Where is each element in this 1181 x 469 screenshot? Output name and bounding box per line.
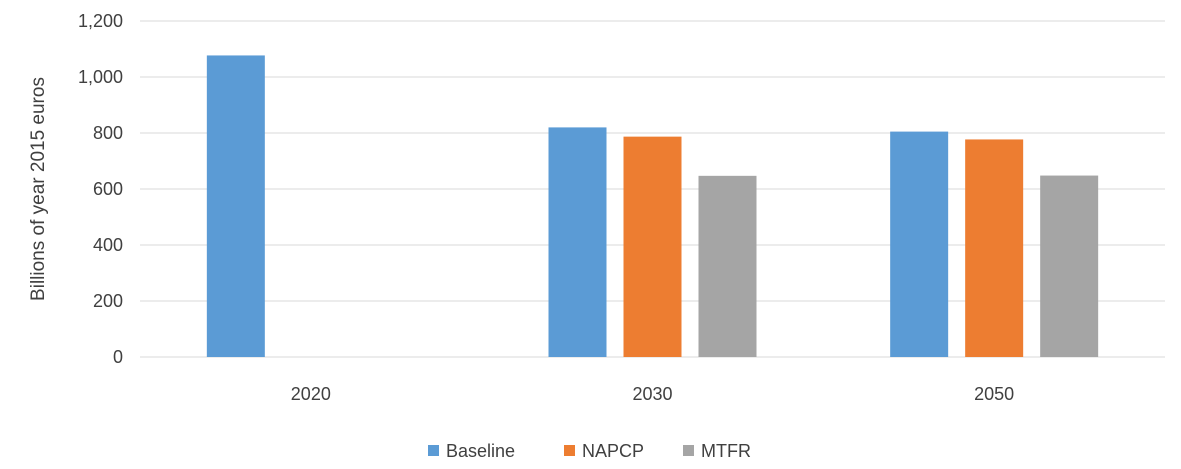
y-tick-label: 200: [93, 291, 123, 311]
y-tick-label: 1,000: [78, 67, 123, 87]
legend-swatch-mtfr: [683, 445, 694, 456]
x-tick-label: 2020: [291, 384, 331, 404]
bar-baseline-2020: [206, 55, 265, 357]
bars: [206, 55, 1099, 358]
x-tick-label: 2030: [632, 384, 672, 404]
bar-baseline-2050: [890, 131, 949, 357]
legend-label-baseline: Baseline: [446, 441, 515, 461]
legend-label-napcp: NAPCP: [582, 441, 644, 461]
y-tick-label: 1,200: [78, 11, 123, 31]
x-tick-label: 2050: [974, 384, 1014, 404]
y-tick-label: 400: [93, 235, 123, 255]
legend-label-mtfr: MTFR: [701, 441, 751, 461]
bar-mtfr-2030: [698, 175, 757, 357]
bar-napcp-2030: [623, 136, 682, 357]
legend-swatch-napcp: [564, 445, 575, 456]
y-axis-title: Billions of year 2015 euros: [28, 77, 49, 301]
y-axis-ticks: 0 200 400 600 800 1,000 1,200: [78, 11, 123, 367]
y-tick-label: 600: [93, 179, 123, 199]
bar-baseline-2030: [548, 127, 607, 358]
legend-swatch-baseline: [428, 445, 439, 456]
y-tick-label: 800: [93, 123, 123, 143]
bar-mtfr-2050: [1040, 175, 1099, 357]
y-tick-label: 0: [113, 347, 123, 367]
x-axis-ticks: 2020 2030 2050: [291, 384, 1014, 404]
bar-napcp-2050: [965, 139, 1024, 357]
legend: Baseline NAPCP MTFR: [428, 441, 751, 461]
